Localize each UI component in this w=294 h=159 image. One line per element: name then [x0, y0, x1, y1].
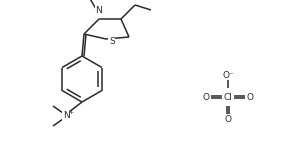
Text: Cl: Cl: [223, 93, 233, 101]
Text: N: N: [96, 6, 102, 15]
Text: S: S: [109, 37, 115, 45]
Text: +: +: [69, 110, 74, 114]
Text: O: O: [203, 93, 210, 101]
Text: O: O: [225, 114, 231, 124]
Text: N: N: [63, 111, 69, 121]
Text: O: O: [246, 93, 253, 101]
Text: O⁻: O⁻: [222, 70, 234, 80]
